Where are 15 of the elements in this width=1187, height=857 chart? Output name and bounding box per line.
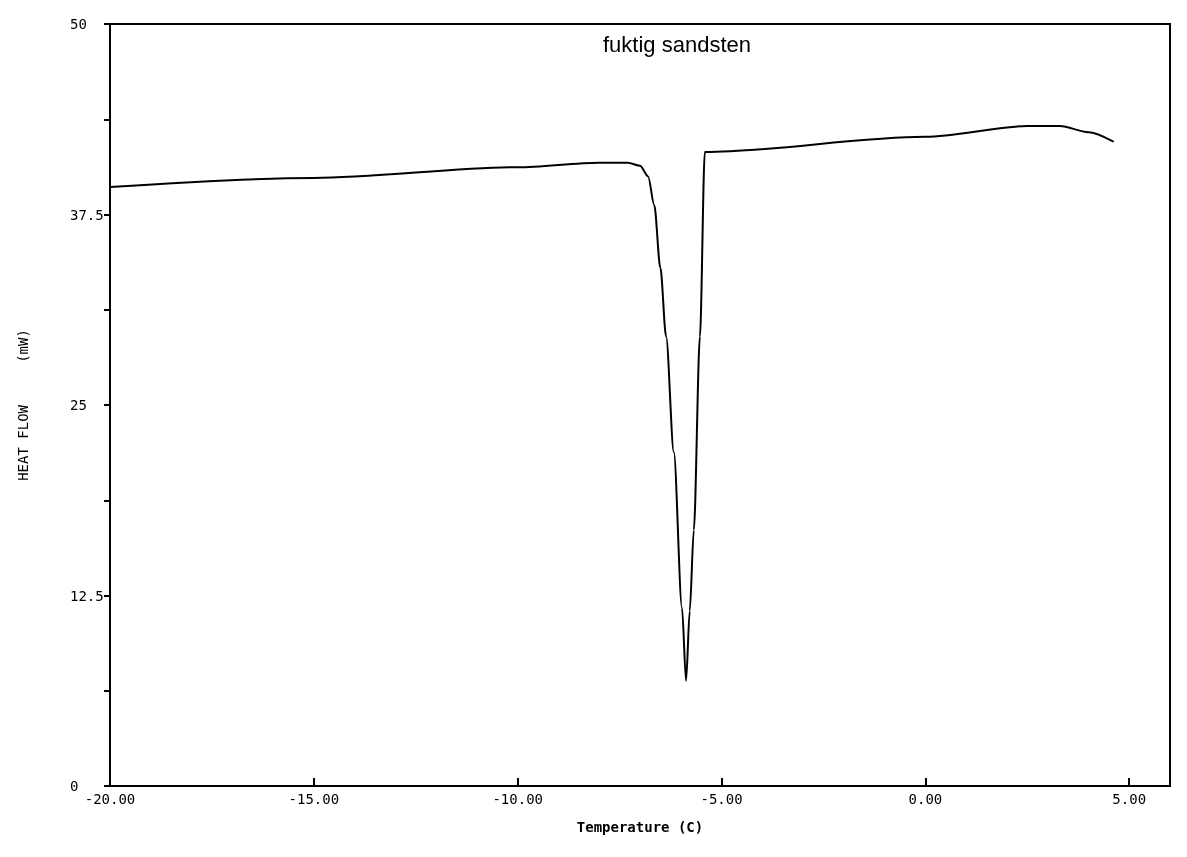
x-tick-label: 5.00 [1112, 791, 1147, 807]
y-tick-label: 50 [70, 16, 87, 32]
x-tick-label: 0.00 [908, 791, 943, 807]
y-tick-label: 0 [70, 778, 79, 794]
x-tick-label: -15.00 [288, 791, 340, 807]
x-tick-label: -5.00 [700, 791, 743, 807]
x-axis-title: Temperature (C) [576, 819, 704, 835]
chart-title: fuktig sandsten [603, 31, 751, 57]
y-tick-label: 37.5 [70, 206, 104, 223]
x-tick-label: -20.00 [84, 791, 136, 807]
y-tick-label: 25 [70, 397, 87, 413]
y-axis-title: HEAT FLOW (mW) [15, 329, 31, 481]
y-tick-label: 12.5 [70, 587, 104, 604]
x-tick-label: -10.00 [492, 791, 543, 807]
line-series [109, 125, 1114, 682]
